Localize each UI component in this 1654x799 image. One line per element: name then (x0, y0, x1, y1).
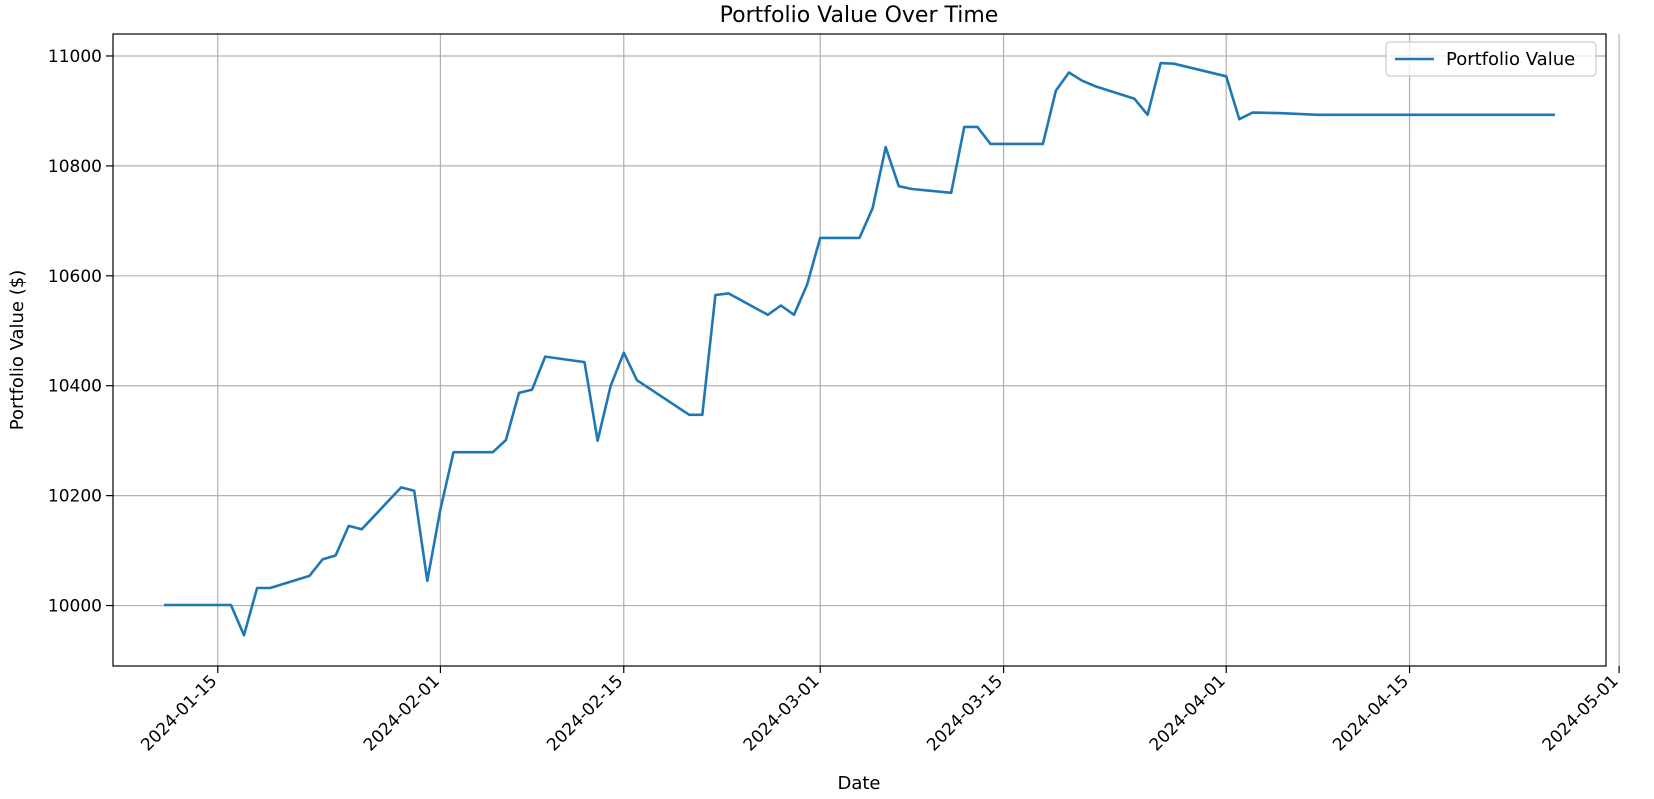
axis-ticks: 2024-01-15 2024-02-01 2024-02-15 2024-03-01… (48, 47, 1623, 755)
x-tick-label: 2024-03-15 (923, 671, 1007, 755)
x-tick-label: 2024-02-01 (360, 671, 444, 755)
y-tick-label: 10000 (48, 597, 102, 617)
y-tick-label: 10400 (48, 377, 102, 397)
x-tick-label: 2024-02-15 (543, 671, 627, 755)
legend-box (1385, 41, 1597, 77)
x-tick-label: 2024-05-01 (1539, 671, 1623, 755)
x-tick-label: 2024-04-01 (1146, 671, 1230, 755)
legend: Portfolio Value (1385, 41, 1597, 77)
x-axis-title: Date (837, 773, 880, 794)
plot-area-frame (112, 33, 1607, 667)
y-tick-label: 10800 (48, 157, 102, 177)
series-line-portfolio-value (164, 61, 1555, 637)
chart-title: Portfolio Value Over Time (720, 3, 999, 28)
y-tick-label: 10200 (48, 487, 102, 507)
y-tick-label: 11000 (48, 47, 102, 67)
x-tick-label: 2024-04-15 (1329, 671, 1413, 755)
legend-label-portfolio-value: Portfolio Value (1446, 49, 1575, 70)
y-tick-label: 10600 (48, 267, 102, 287)
y-axis-title: Portfolio Value ($) (7, 270, 28, 430)
series-layer (164, 61, 1555, 637)
x-tick-label: 2024-01-15 (137, 671, 221, 755)
grid (113, 34, 1620, 666)
x-tick-label: 2024-03-01 (740, 671, 824, 755)
